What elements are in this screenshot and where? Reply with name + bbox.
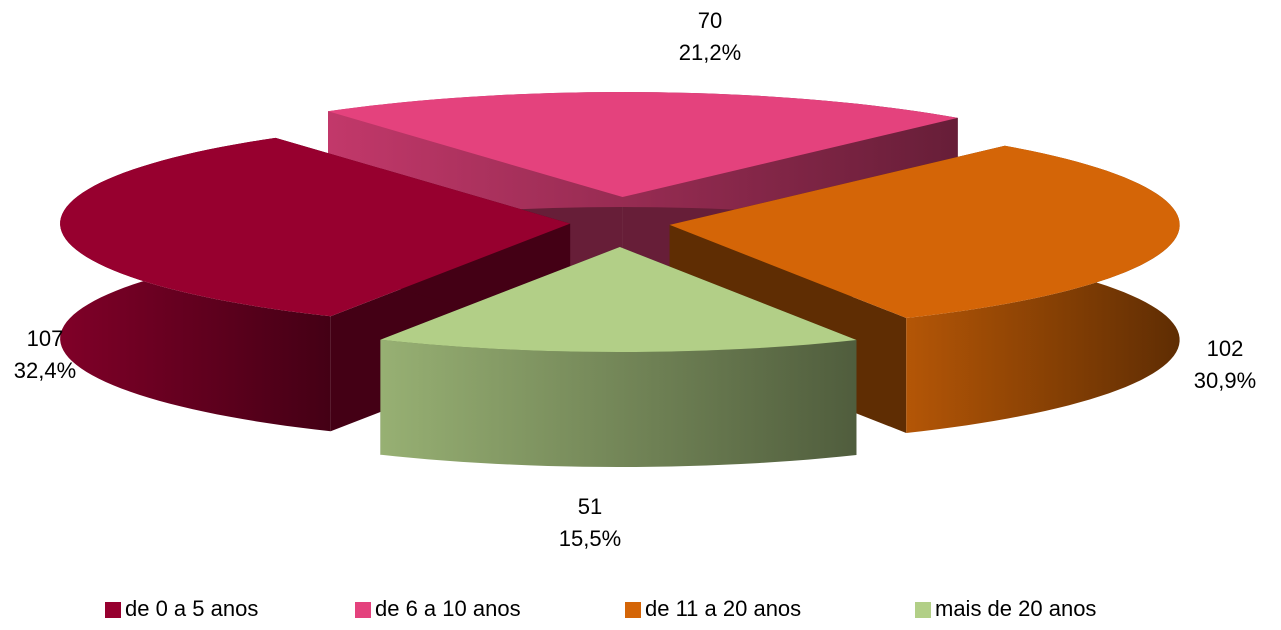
legend-swatch [625,602,641,618]
slice-side [380,339,857,467]
legend-swatch [915,602,931,618]
legend-swatch [105,602,121,618]
legend-label: mais de 20 anos [935,596,1096,621]
legend-label: de 6 a 10 anos [375,596,521,621]
slice-top [380,246,857,352]
slice-top [328,92,958,198]
slice-top [669,145,1180,318]
legend-label: de 11 a 20 anos [645,596,801,621]
data-label: 70 [698,8,722,33]
slice [380,246,857,467]
data-label: 102 [1207,336,1244,361]
data-label: 51 [578,494,602,519]
percentage-label: 21,2% [679,40,741,65]
data-label: 107 [27,326,64,351]
percentage-label: 32,4% [14,358,76,383]
percentage-label: 15,5% [559,526,621,551]
slice-top [60,137,571,317]
legend-swatch [355,602,371,618]
percentage-label: 30,9% [1194,368,1256,393]
legend-label: de 0 a 5 anos [125,596,258,621]
